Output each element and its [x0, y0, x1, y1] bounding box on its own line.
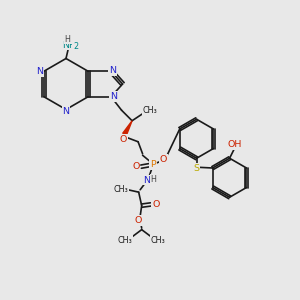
Text: CH₃: CH₃: [143, 106, 158, 116]
Text: O: O: [135, 216, 142, 225]
Text: N: N: [143, 176, 150, 184]
Polygon shape: [123, 121, 132, 135]
Text: N: N: [36, 67, 43, 76]
Text: H: H: [64, 34, 70, 43]
Text: N: N: [110, 92, 117, 101]
Text: OH: OH: [228, 140, 242, 149]
Text: O: O: [120, 135, 127, 144]
Text: N: N: [62, 106, 70, 116]
Text: P: P: [150, 160, 156, 169]
Text: CH₃: CH₃: [151, 236, 166, 244]
Text: H: H: [150, 175, 156, 184]
Text: O: O: [160, 155, 167, 164]
Text: 2: 2: [73, 42, 78, 51]
Text: O: O: [132, 162, 140, 171]
Text: O: O: [152, 200, 160, 209]
Text: CH₃: CH₃: [118, 236, 133, 244]
Text: N: N: [109, 66, 116, 75]
Text: CH₃: CH₃: [113, 184, 128, 194]
Text: NH: NH: [62, 40, 76, 50]
Text: S: S: [194, 164, 200, 172]
